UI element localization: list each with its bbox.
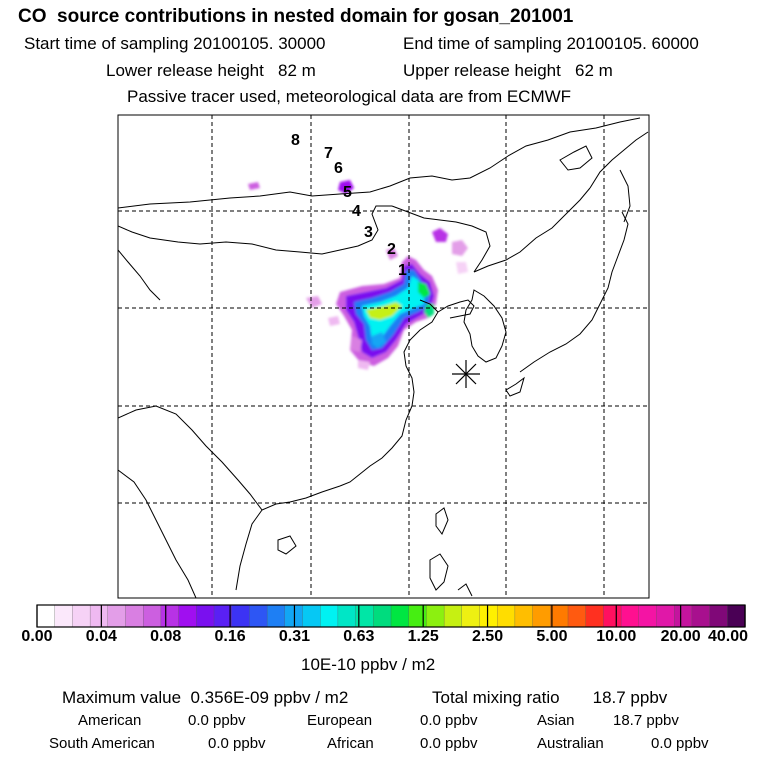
region-value-european: 0.0 ppbv	[420, 712, 478, 729]
colorbar-cell	[302, 604, 321, 628]
colorbar-tick-label: 0.04	[85, 628, 117, 645]
colorbar-cell	[408, 604, 428, 628]
colorbar-cell	[390, 604, 410, 628]
colorbar-cell	[514, 604, 534, 628]
trajectory-label-6: 6	[334, 160, 343, 177]
colorbar-cell	[674, 604, 693, 628]
source-contribution-field	[248, 180, 468, 370]
colorbar-tick-label: 1.25	[407, 628, 439, 645]
colorbar-cell	[266, 604, 286, 628]
colorbar-cell	[107, 604, 127, 628]
colorbar-cell	[125, 604, 144, 628]
colorbar-cell	[550, 604, 569, 628]
colorbar-cell	[727, 604, 746, 628]
trajectory-label-4: 4	[352, 203, 361, 220]
colorbar-cell	[638, 604, 658, 628]
lat-lon-grid	[118, 115, 649, 598]
maximum-value-label: Maximum value 0.356E-09 ppbv / m2	[62, 688, 349, 707]
colorbar-cell	[213, 604, 233, 628]
plot-title: CO source contributions in nested domain…	[18, 6, 574, 27]
region-value-asian: 18.7 ppbv	[613, 712, 679, 729]
upper-release-label: Upper release height 62 m	[403, 61, 613, 80]
trajectory-label-3: 3	[364, 224, 373, 241]
colorbar-tick-label: 0.16	[214, 628, 246, 645]
colorbar-cell	[479, 604, 498, 628]
trajectory-label-1: 1	[398, 262, 407, 279]
colorbar-tick-label: 0.31	[278, 628, 311, 645]
total-mixing-ratio-label: Total mixing ratio 18.7 ppbv	[432, 688, 668, 707]
colorbar-cell	[89, 604, 109, 628]
region-value-australian: 0.0 ppbv	[651, 735, 709, 752]
colorbar-cell	[373, 604, 392, 628]
colorbar-cell	[497, 604, 516, 628]
colorbar-cell	[231, 604, 251, 628]
trajectory-label-7: 7	[324, 145, 333, 162]
colorbar-cell	[249, 604, 268, 628]
colorbar-tick-label: 0.63	[343, 628, 375, 645]
colorbar-cell	[72, 604, 91, 628]
colorbar-cell	[196, 604, 215, 628]
colorbar-cell	[320, 604, 339, 628]
colorbar-cell	[567, 604, 587, 628]
colorbar-tick-label: 10.00	[596, 628, 637, 645]
colorbar-frame	[36, 604, 746, 628]
colorbar-cell	[603, 604, 622, 628]
map-frame	[117, 114, 650, 599]
colorbar-cell	[620, 604, 640, 628]
colorbar-cell	[709, 604, 728, 628]
colorbar-tick-label: 20.00	[660, 628, 701, 645]
colorbar-cell	[36, 604, 56, 628]
trajectory-label-2: 2	[387, 241, 396, 258]
colorbar-tick-label: 2.50	[471, 628, 504, 645]
colorbar-tick-label: 0.08	[150, 628, 182, 645]
colorbar-cell	[337, 604, 357, 628]
colorbar-tick-label: 0.00	[21, 628, 53, 645]
colorbar-unit: 10E-10 ppbv / m2	[301, 655, 436, 674]
colorbar-cell	[656, 604, 675, 628]
region-value-american: 0.0 ppbv	[188, 712, 246, 729]
colorbar-cell	[143, 604, 162, 628]
lower-release-label: Lower release height 82 m	[106, 61, 316, 80]
colorbar-cell	[160, 604, 180, 628]
end-time-label: End time of sampling 20100105. 60000	[403, 34, 699, 53]
coastlines	[118, 117, 649, 598]
colorbar-cell	[585, 604, 605, 628]
region-name-european: European	[307, 712, 373, 729]
region-value-south-american: 0.0 ppbv	[208, 735, 266, 752]
region-name-american: American	[78, 712, 142, 729]
colorbar-tick-label: 40.00	[707, 628, 749, 645]
start-time-label: Start time of sampling 20100105. 30000	[24, 34, 326, 53]
colorbar-cell	[691, 604, 711, 628]
region-value-african: 0.0 ppbv	[420, 735, 478, 752]
trajectory-label-8: 8	[291, 132, 300, 149]
colorbar-cell	[461, 604, 481, 628]
trajectory-label-5: 5	[343, 184, 352, 201]
asterisk-icon	[452, 360, 480, 388]
colorbar-cells	[36, 604, 746, 628]
tracer-note: Passive tracer used, meteorological data…	[127, 87, 572, 106]
trajectory-labels: 1 2 3 4 5 6 7 8	[291, 132, 407, 279]
region-name-asian: Asian	[537, 712, 575, 729]
colorbar-cell	[532, 604, 551, 628]
colorbar-cell	[54, 604, 74, 628]
region-name-australian: Australian	[537, 735, 604, 752]
colorbar-cell	[178, 604, 197, 628]
colorbar-cell	[443, 604, 463, 628]
region-name-south-american: South American	[49, 735, 155, 752]
region-name-african: African	[327, 735, 374, 752]
colorbar-tick-label: 5.00	[536, 628, 568, 645]
colorbar-cell	[426, 604, 445, 628]
